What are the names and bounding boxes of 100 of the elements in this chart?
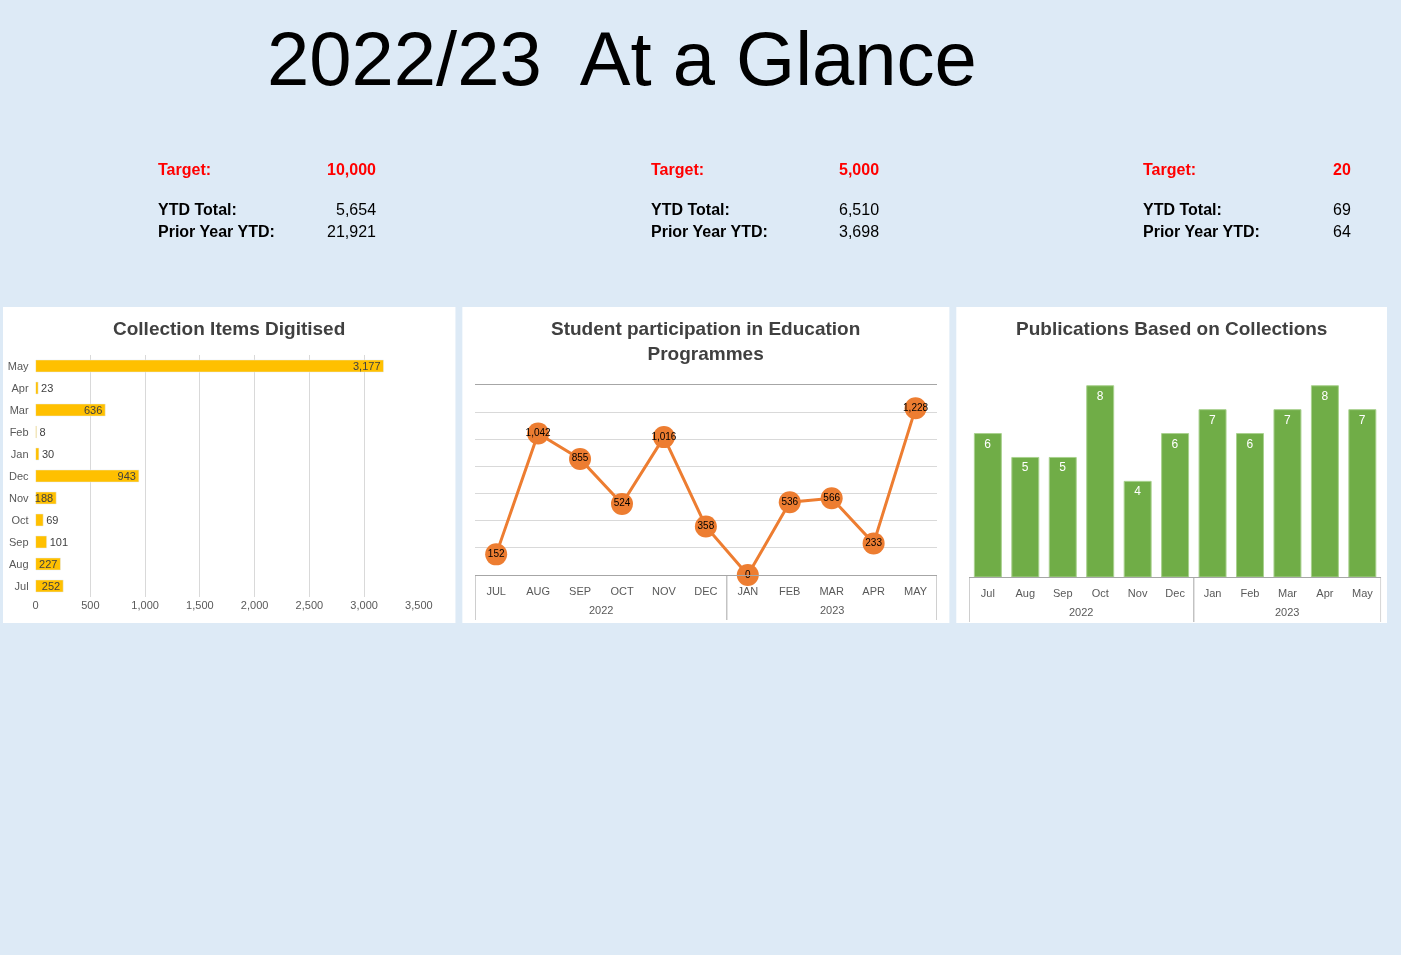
bar bbox=[35, 381, 39, 395]
x-tick-label: DEC bbox=[694, 585, 718, 598]
text: Prior Year YTD: bbox=[158, 223, 275, 240]
bar bbox=[1161, 433, 1190, 577]
text: 2022 bbox=[589, 604, 614, 616]
bar bbox=[1123, 480, 1152, 577]
chart-title: Collection Items Digitised bbox=[113, 318, 346, 339]
data-label: 30 bbox=[41, 448, 55, 460]
data-label: 7 bbox=[1283, 412, 1291, 427]
x-tick-label: OCT bbox=[610, 585, 634, 598]
bar bbox=[1086, 385, 1115, 577]
x-tick-label: Oct bbox=[1091, 587, 1109, 600]
text: Target: bbox=[158, 161, 212, 178]
x-tick-label: Jul bbox=[980, 587, 995, 600]
data-label: 69 bbox=[46, 514, 59, 526]
data-label: 943 bbox=[117, 470, 136, 482]
bar bbox=[35, 403, 106, 417]
bar bbox=[1273, 409, 1302, 577]
x-tick-label: 0 bbox=[32, 599, 39, 611]
bar bbox=[1198, 409, 1227, 577]
text: YTD Total: bbox=[651, 201, 730, 218]
bar bbox=[35, 447, 40, 461]
x-tick-label: JUL bbox=[486, 585, 506, 598]
data-label: 5 bbox=[1021, 460, 1029, 475]
text: 64 bbox=[1333, 223, 1351, 240]
text: 20 bbox=[1333, 161, 1351, 178]
y-tick-label: Jan bbox=[10, 447, 29, 460]
bar bbox=[35, 535, 47, 549]
text: Prior Year YTD: bbox=[651, 223, 768, 240]
text: YTD Total: bbox=[1143, 201, 1222, 218]
text: 5,000 bbox=[839, 161, 880, 178]
data-label: 8 bbox=[1321, 388, 1329, 403]
x-tick-label: 1,500 bbox=[186, 599, 214, 611]
x-tick-label: 2,500 bbox=[295, 599, 324, 611]
bar bbox=[35, 513, 44, 527]
text: Target: bbox=[651, 161, 705, 178]
data-label: 6 bbox=[1246, 436, 1254, 451]
data-label: 566 bbox=[823, 491, 841, 503]
x-tick-label: SEP bbox=[569, 585, 592, 598]
chart-title: Publications Based on Collections bbox=[1016, 318, 1328, 339]
bar bbox=[1236, 433, 1264, 577]
data-label: 233 bbox=[865, 536, 883, 548]
x-tick-label: 2,000 bbox=[240, 599, 269, 611]
text: 3,698 bbox=[839, 223, 880, 240]
data-label: 636 bbox=[83, 404, 103, 416]
data-label: 855 bbox=[571, 452, 589, 464]
y-tick-label: Mar bbox=[9, 403, 29, 416]
x-tick-label: FEB bbox=[779, 585, 801, 598]
chart-title: Student participation in Education Programmes bbox=[551, 318, 861, 364]
x-tick-label: 3,500 bbox=[405, 599, 433, 611]
y-tick-label: Feb bbox=[9, 425, 29, 438]
x-tick-label: JAN bbox=[737, 585, 759, 598]
data-label: 252 bbox=[41, 580, 61, 592]
text: 5,654 bbox=[336, 201, 377, 218]
x-tick-label: 3,000 bbox=[350, 599, 378, 611]
bar bbox=[1048, 456, 1077, 577]
text: Target: bbox=[1143, 161, 1197, 178]
y-tick-label: Apr bbox=[11, 381, 29, 394]
data-label: 7 bbox=[1358, 412, 1366, 427]
text: 2022 bbox=[1069, 606, 1094, 618]
x-tick-label: May bbox=[1351, 587, 1374, 600]
x-tick-label: Dec bbox=[1165, 587, 1186, 600]
y-tick-label: May bbox=[7, 359, 30, 372]
data-label: 8 bbox=[1096, 388, 1104, 403]
y-tick-label: Sep bbox=[9, 535, 29, 548]
bar bbox=[1011, 456, 1040, 577]
text: 2023 bbox=[1275, 606, 1300, 618]
bar bbox=[973, 433, 1002, 577]
data-label: 536 bbox=[781, 495, 799, 507]
x-tick-label: Apr bbox=[1316, 587, 1334, 600]
x-tick-label: MAY bbox=[904, 585, 928, 598]
y-tick-label: Oct bbox=[11, 513, 29, 526]
data-label: 4 bbox=[1134, 484, 1142, 499]
bar bbox=[1310, 385, 1339, 577]
x-tick-label: NOV bbox=[652, 585, 677, 598]
text: Prior Year YTD: bbox=[1143, 223, 1260, 240]
bar bbox=[1348, 409, 1377, 577]
data-label: 101 bbox=[49, 536, 69, 548]
x-tick-label: MAR bbox=[819, 585, 844, 598]
data-label: 152 bbox=[487, 547, 505, 559]
x-tick-label: Jan bbox=[1203, 587, 1222, 600]
data-label: 8 bbox=[39, 426, 46, 438]
text: 69 bbox=[1333, 201, 1351, 218]
y-tick-label: Dec bbox=[9, 469, 30, 482]
x-tick-label: APR bbox=[862, 585, 885, 598]
data-label: 3,177 bbox=[352, 360, 381, 372]
data-label: 6 bbox=[1171, 436, 1179, 451]
x-tick-label: Sep bbox=[1052, 587, 1073, 600]
y-tick-label: Aug bbox=[9, 557, 29, 570]
text: 21,921 bbox=[327, 223, 377, 240]
text: 10,000 bbox=[327, 161, 377, 178]
text: 2022/23 At a Glance bbox=[267, 16, 977, 101]
data-label: 227 bbox=[39, 558, 58, 570]
text: 2023 bbox=[820, 604, 845, 616]
text: 6,510 bbox=[839, 201, 880, 218]
x-tick-label: 1,000 bbox=[131, 599, 159, 611]
data-label: 6 bbox=[984, 436, 992, 451]
data-label: 7 bbox=[1209, 412, 1217, 427]
data-label: 23 bbox=[41, 382, 54, 394]
x-tick-label: Nov bbox=[1127, 587, 1148, 600]
